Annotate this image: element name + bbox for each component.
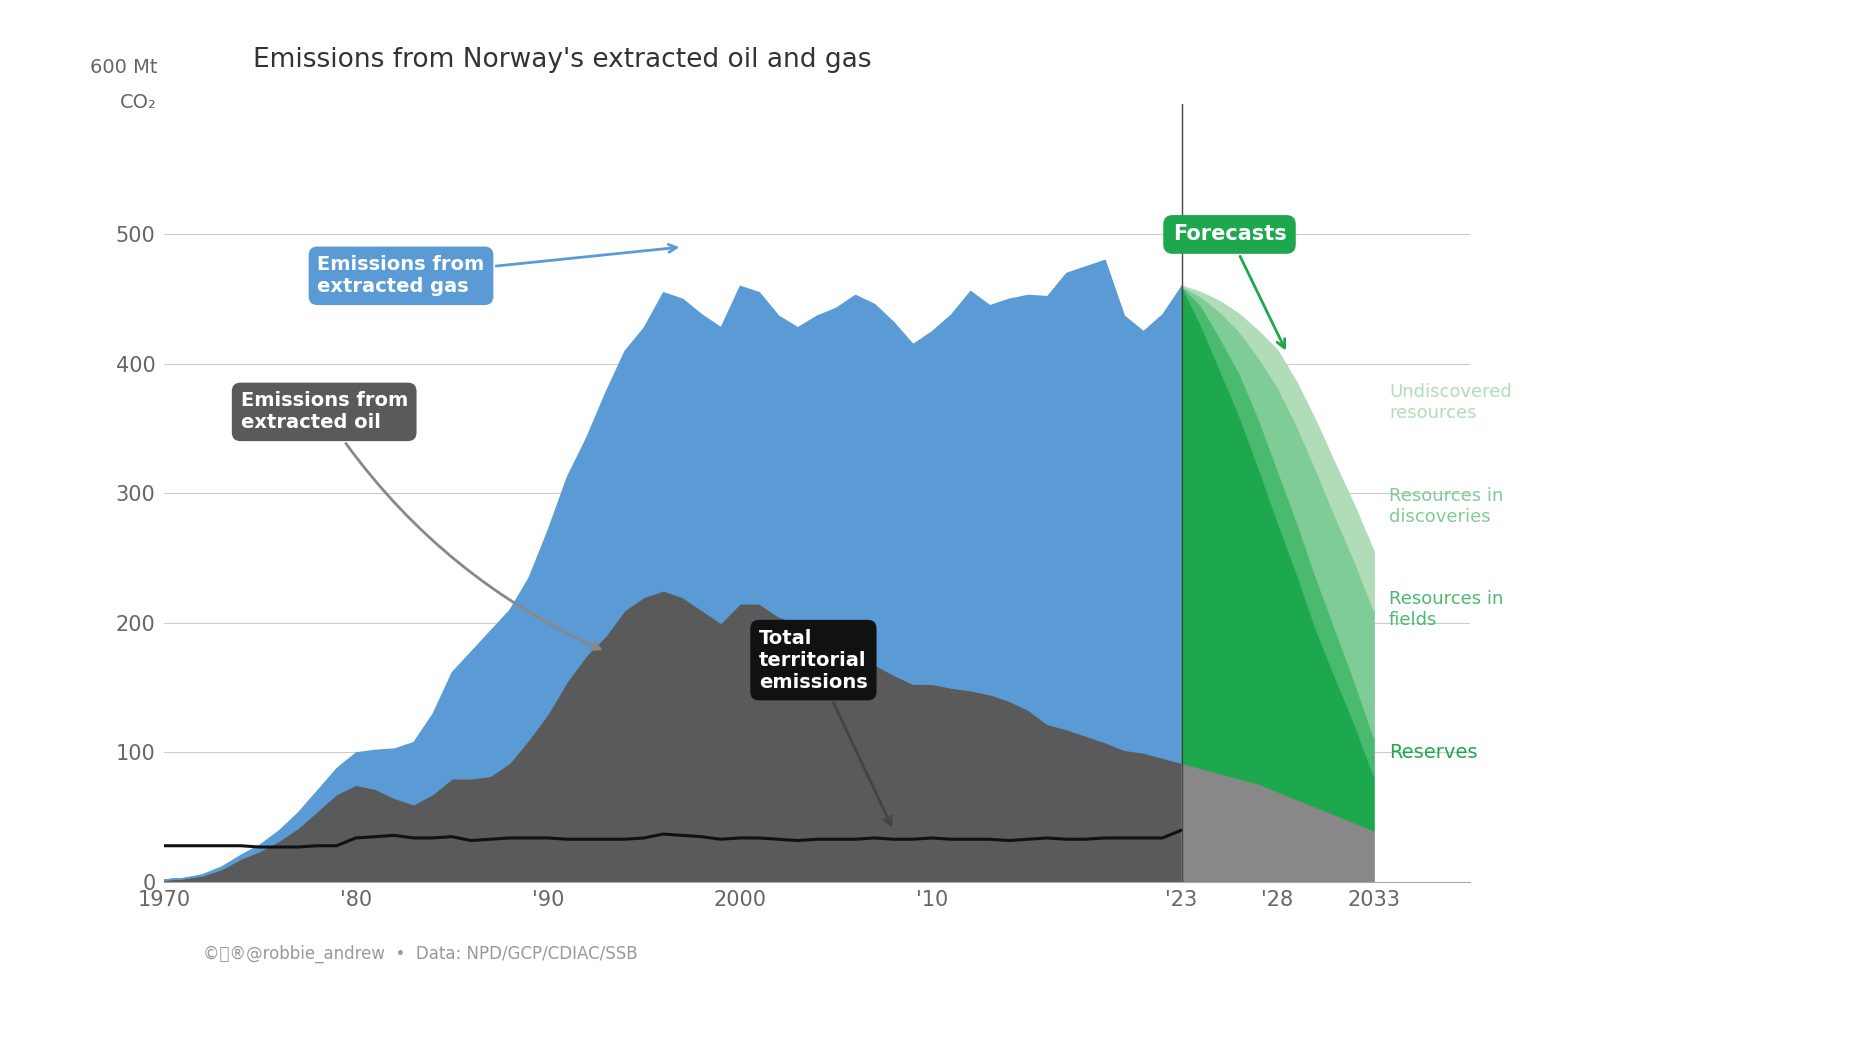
Text: Total
territorial
emissions: Total territorial emissions (759, 628, 891, 825)
Text: Reserves: Reserves (1389, 743, 1478, 762)
Text: Emissions from
extracted gas: Emissions from extracted gas (317, 245, 676, 296)
Text: Resources in
discoveries: Resources in discoveries (1389, 487, 1504, 525)
Text: Emissions from Norway's extracted oil and gas: Emissions from Norway's extracted oil an… (252, 47, 870, 73)
Text: Emissions from
extracted oil: Emissions from extracted oil (241, 392, 600, 649)
Text: Undiscovered
resources: Undiscovered resources (1389, 383, 1511, 422)
Text: ©ⓘ®@robbie_andrew  •  Data: NPD/GCP/CDIAC/SSB: ©ⓘ®@robbie_andrew • Data: NPD/GCP/CDIAC/… (204, 944, 637, 963)
Text: Forecasts: Forecasts (1172, 224, 1287, 348)
Text: 600 Mt: 600 Mt (89, 58, 157, 77)
Text: Resources in
fields: Resources in fields (1389, 591, 1504, 629)
Text: CO₂: CO₂ (120, 93, 157, 113)
